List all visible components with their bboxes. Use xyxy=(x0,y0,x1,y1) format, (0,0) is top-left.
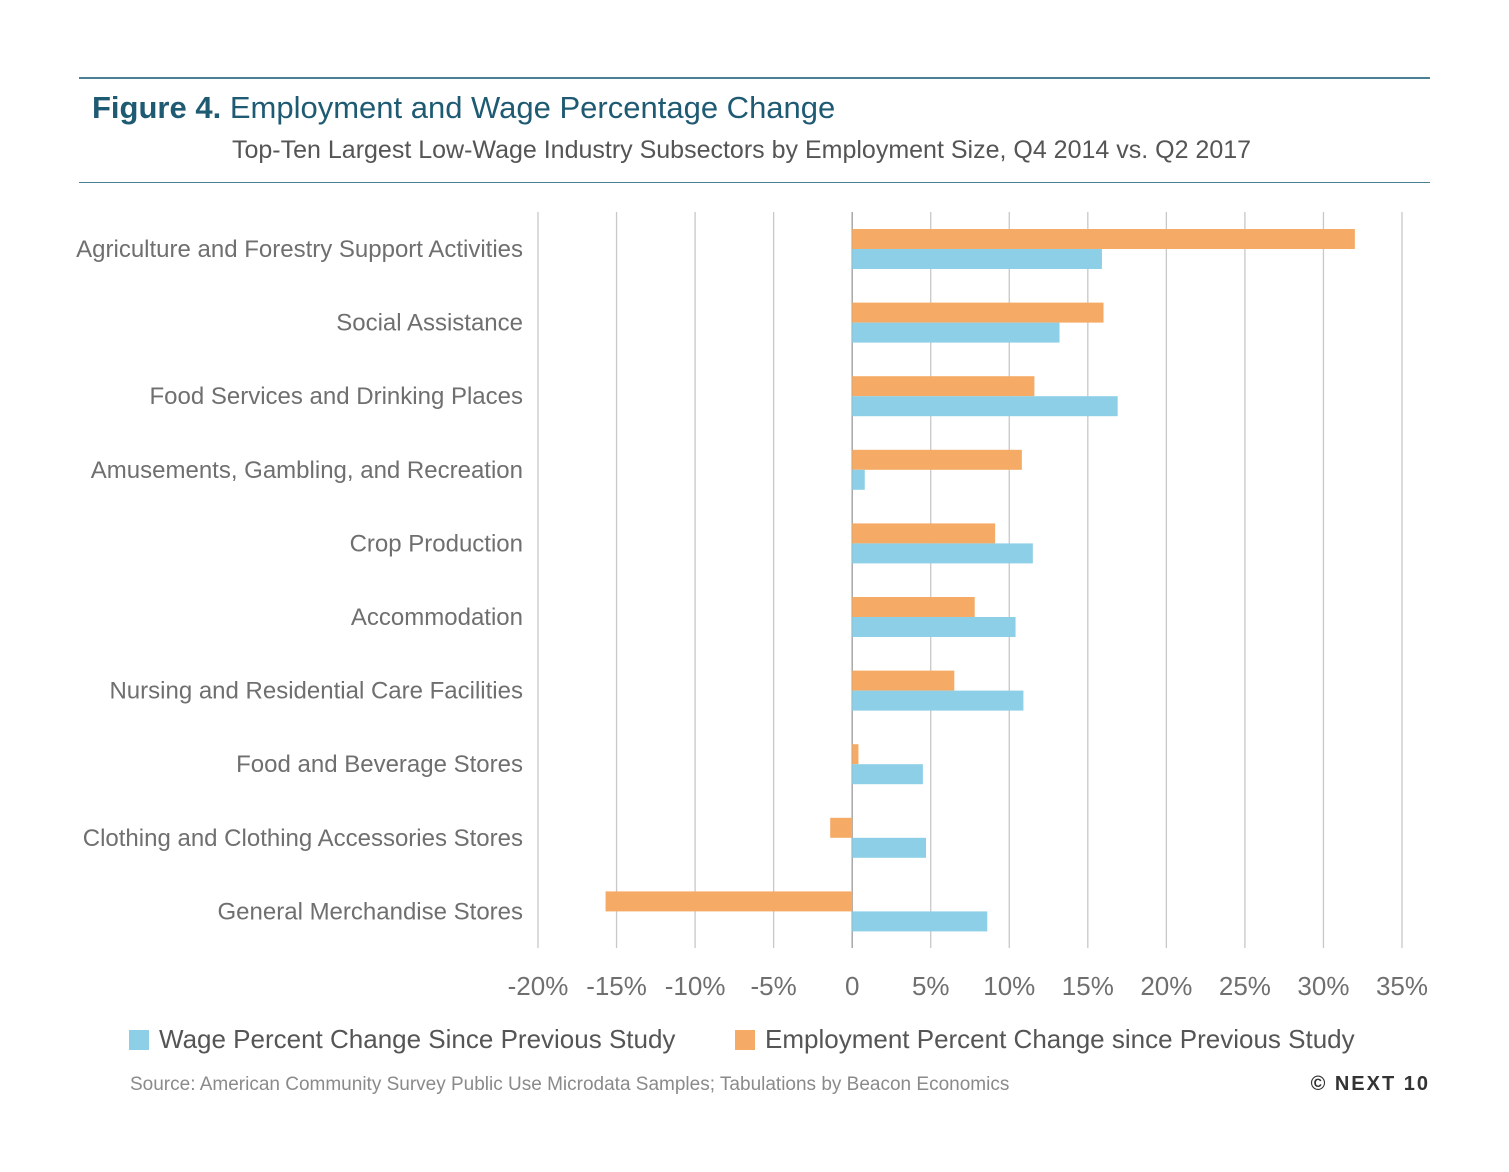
bar-wage xyxy=(852,469,865,490)
legend-item-employment: Employment Percent Change since Previous… xyxy=(735,1024,1355,1055)
bar-employment xyxy=(830,817,853,838)
category-label: Agriculture and Forestry Support Activit… xyxy=(76,236,523,263)
bar-employment xyxy=(852,744,859,765)
figure-title-text: Employment and Wage Percentage Change xyxy=(229,90,836,125)
x-tick-label: -10% xyxy=(665,971,726,1001)
x-tick-label: 20% xyxy=(1140,971,1192,1001)
top-divider xyxy=(79,77,1430,79)
category-label: Clothing and Clothing Accessories Stores xyxy=(83,825,523,852)
x-tick-label: 35% xyxy=(1376,971,1428,1001)
bar-chart: -20% -15% -10% -5% 0 5% 10% 15% 20% 25% 30% 35% Agri… xyxy=(76,212,1428,1001)
category-label: Crop Production xyxy=(350,530,523,557)
bar-wage xyxy=(852,617,1016,637)
legend-label-employment: Employment Percent Change since Previous… xyxy=(765,1024,1355,1054)
x-tick-label: 5% xyxy=(912,971,950,1001)
figure-title: Figure 4. Employment and Wage Percentage… xyxy=(92,90,835,126)
category-label: Accommodation xyxy=(351,604,523,631)
category-label: Food and Beverage Stores xyxy=(236,751,523,778)
legend-swatch-wage xyxy=(129,1029,149,1050)
x-tick-label: 0 xyxy=(845,971,859,1001)
category-label: Nursing and Residential Care Facilities xyxy=(109,678,523,705)
bar-wage xyxy=(852,543,1033,564)
bar-wage xyxy=(852,837,927,858)
x-tick-label: 25% xyxy=(1219,971,1271,1001)
bar-wage xyxy=(852,396,1118,417)
bar-wage xyxy=(852,690,1024,711)
bar-employment xyxy=(852,597,975,617)
x-tick-label: -15% xyxy=(586,971,647,1001)
source-note: Source: American Community Survey Public… xyxy=(130,1074,1010,1095)
bar-wage xyxy=(852,249,1102,269)
bar-employment xyxy=(852,449,1022,470)
bar-employment xyxy=(852,523,996,544)
category-label: Social Assistance xyxy=(336,310,523,337)
x-tick-label: 10% xyxy=(983,971,1035,1001)
category-label: General Merchandise Stores xyxy=(218,898,523,925)
bar-employment xyxy=(852,376,1035,397)
x-tick-label: 30% xyxy=(1297,971,1349,1001)
x-tick-label: -20% xyxy=(508,971,569,1001)
category-label: Food Services and Drinking Places xyxy=(149,383,523,410)
bottom-divider xyxy=(79,182,1430,183)
bar-wage xyxy=(852,322,1060,343)
x-tick-label: 15% xyxy=(1062,971,1114,1001)
x-tick-label: -5% xyxy=(751,971,797,1001)
bar-wage xyxy=(852,764,923,785)
legend-swatch-employment xyxy=(735,1029,755,1050)
bar-employment xyxy=(852,229,1355,249)
bar-employment xyxy=(605,891,853,912)
copyright-credit: © NEXT 10 xyxy=(1310,1073,1430,1095)
figure-number: Figure 4. xyxy=(92,90,222,125)
bar-wage xyxy=(852,911,988,932)
figure-subtitle: Top-Ten Largest Low-Wage Industry Subsec… xyxy=(232,136,1252,164)
legend-item-wage: Wage Percent Change Since Previous Study xyxy=(129,1024,675,1055)
legend-label-wage: Wage Percent Change Since Previous Study xyxy=(159,1024,676,1054)
category-label: Amusements, Gambling, and Recreation xyxy=(91,457,523,484)
bar-employment xyxy=(852,302,1104,323)
bar-employment xyxy=(852,670,955,691)
